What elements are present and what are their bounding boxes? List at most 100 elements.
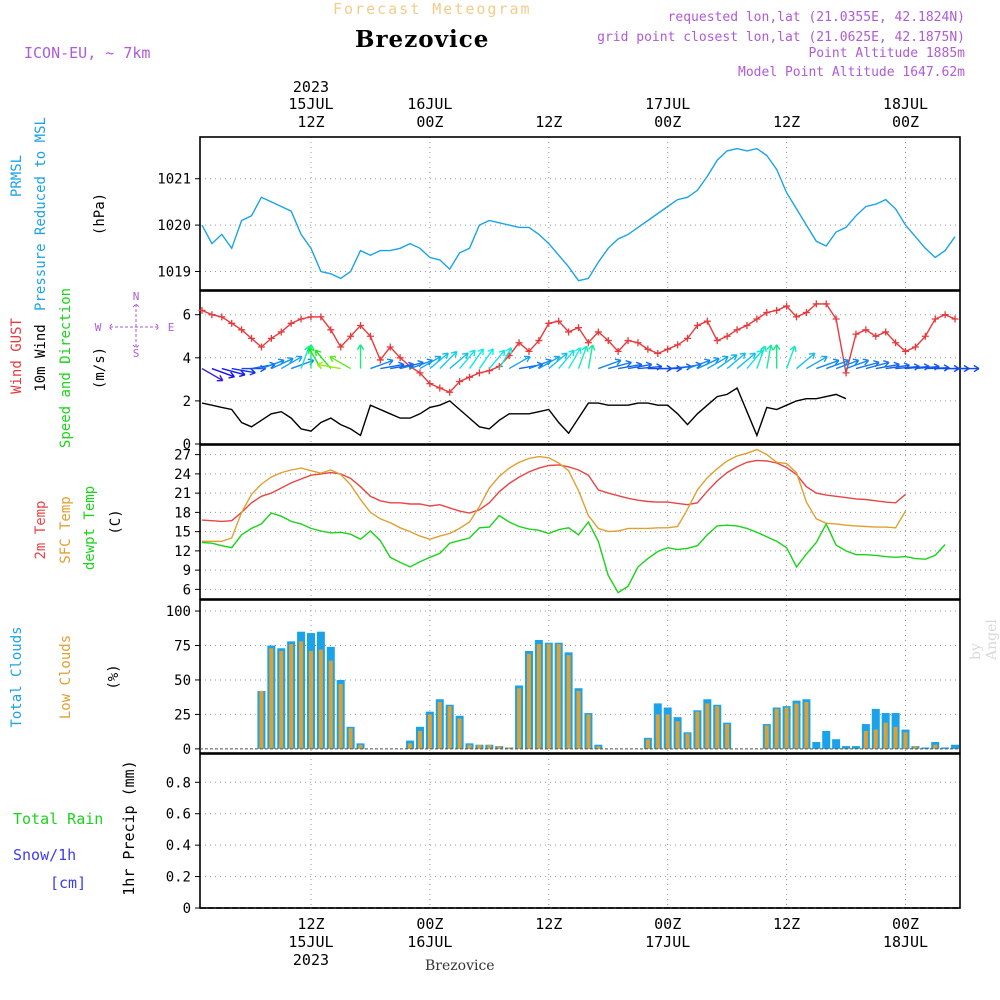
y-tick-label: 75 (174, 638, 191, 654)
gust-marker (872, 332, 880, 340)
wind-direction-arrow (955, 364, 980, 373)
gust-marker (753, 315, 761, 323)
wind-direction-arrow (370, 358, 394, 370)
y-tick-label: 12 (174, 544, 191, 560)
wind-direction-arrow (785, 345, 797, 369)
panel-frame-wind (199, 290, 961, 445)
wind-direction-arrow (845, 358, 870, 370)
y-axis-unit: (hPa) (92, 193, 108, 235)
y-axis-label: SFC Temp (58, 496, 74, 563)
date-label-bottom: 15JUL (288, 933, 333, 951)
model-point-altitude: Model Point Altitude 1647.62m (738, 65, 965, 80)
temp-sfc-line (202, 448, 907, 542)
y-tick-label: 4 (183, 351, 191, 367)
y-axis-unit: (C) (108, 509, 124, 534)
low-cloud-bar (675, 721, 680, 749)
low-cloud-bar (517, 688, 522, 749)
gust-marker (535, 337, 543, 345)
y-tick-label: 1019 (157, 264, 191, 280)
low-cloud-bar (645, 739, 650, 749)
y-tick-label: 6 (183, 308, 191, 324)
low-cloud-bar (358, 744, 363, 749)
hour-label-bottom: 12Z (535, 915, 562, 933)
gust-marker (703, 317, 711, 325)
gust-marker (208, 311, 216, 319)
low-cloud-bar (794, 703, 799, 749)
gust-marker (376, 356, 384, 364)
y-tick-label: 0.8 (166, 775, 191, 791)
gust-marker (297, 315, 305, 323)
wind-direction-arrow (449, 352, 469, 370)
low-cloud-bar (348, 728, 353, 749)
compass-east: E (168, 321, 175, 334)
compass-west: W (95, 321, 102, 334)
low-cloud-bar (863, 730, 868, 749)
wind-direction-arrow (231, 367, 256, 376)
signature-watermark: by Angel (968, 619, 1000, 660)
low-cloud-bar (715, 706, 720, 749)
gust-marker (674, 341, 682, 349)
y-tick-label: 0.6 (166, 807, 191, 823)
wind-direction-arrow (439, 350, 458, 370)
wind-direction-arrow (459, 349, 476, 370)
gust-marker (337, 343, 345, 351)
low-cloud-bar (417, 730, 422, 749)
total-cloud-bar (822, 730, 831, 749)
hour-label-bottom: 00Z (654, 915, 681, 933)
wind-speed-line (201, 386, 847, 438)
wind-direction-arrow (766, 344, 774, 369)
total-cloud-bar (871, 708, 880, 749)
compass-rose (108, 303, 160, 349)
low-cloud-bar (318, 649, 323, 749)
wind-direction-arrow (587, 344, 596, 369)
y-tick-label: 0 (183, 742, 191, 758)
year-label-top: 2023 (293, 78, 329, 96)
low-cloud-bar (655, 714, 660, 749)
hour-label-top: 12Z (773, 113, 800, 131)
requested-coordinates: requested lon,lat (21.0355E, 42.1824N) (667, 10, 965, 25)
y-axis-label: Total Clouds (9, 626, 25, 727)
wind-direction-arrow (865, 360, 890, 370)
gust-marker (773, 306, 781, 314)
date-label-top: 16JUL (407, 95, 452, 113)
low-cloud-bar (279, 651, 284, 749)
y-tick-label: 1021 (157, 172, 191, 188)
gust-marker (594, 328, 602, 336)
low-cloud-bar (566, 655, 571, 749)
y-tick-label: 1020 (157, 218, 191, 234)
low-cloud-bar (408, 743, 413, 749)
dewpoint-line (201, 512, 946, 594)
wind-direction-arrow (806, 355, 828, 370)
gust-marker (644, 345, 652, 353)
gust-marker (466, 373, 474, 381)
wind-direction-arrow (816, 358, 840, 370)
y-tick-label: 2 (183, 394, 191, 410)
gust-marker (941, 311, 949, 319)
low-cloud-bar (299, 641, 304, 749)
gust-marker (277, 328, 285, 336)
date-label-bottom: 18JUL (883, 933, 928, 951)
gust-marker (911, 343, 919, 351)
low-cloud-bar (526, 653, 531, 749)
wind-direction-arrow (548, 352, 568, 370)
wind-direction-arrow (608, 360, 632, 370)
wind-direction-arrow (577, 345, 589, 369)
total-cloud-bar (832, 739, 841, 749)
gust-marker (238, 326, 246, 334)
gust-marker (693, 321, 701, 329)
gust-marker (366, 332, 374, 340)
gust-marker (456, 378, 464, 386)
y-axis-label: 2m Temp (33, 500, 49, 559)
wind-direction-arrow (558, 349, 575, 370)
gust-marker (604, 337, 612, 345)
wind-direction-arrow (825, 358, 850, 370)
low-cloud-bar (269, 648, 274, 749)
gust-marker (723, 332, 731, 340)
low-cloud-bar (259, 690, 264, 749)
gust-marker (218, 313, 226, 321)
low-cloud-bar (933, 744, 938, 749)
y-tick-label: 6 (183, 582, 191, 598)
gust-marker (654, 349, 662, 357)
gust-marker (426, 380, 434, 388)
